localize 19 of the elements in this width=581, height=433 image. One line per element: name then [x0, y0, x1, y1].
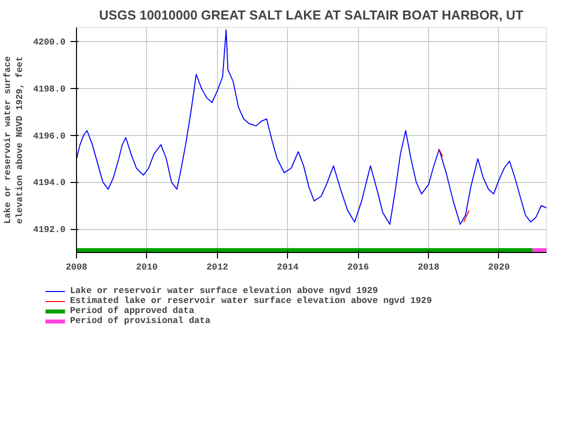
x-tick-label: 2016 [347, 262, 369, 272]
x-tick-label: 2018 [418, 262, 440, 272]
x-tick-label: 2010 [136, 262, 158, 272]
x-tick-label: 2008 [66, 262, 88, 272]
y-tick-label: 4200.0 [33, 38, 66, 48]
y-axis-title: Lake or reservoir water surface elevation above NGVD 1929, feet [3, 56, 26, 224]
y-tick-label: 4198.0 [33, 84, 66, 94]
y-tick-label: 4196.0 [33, 131, 66, 142]
x-tick-label: 2014 [276, 262, 300, 272]
x-tick-label: 2012 [206, 262, 228, 272]
legend-label: Lake or reservoir water surface elevation above ngvd 1929 [70, 286, 378, 296]
legend-label: Period of provisional data [70, 316, 210, 326]
chart-title: USGS 10010000 GREAT SALT LAKE AT SALTAIR BOAT HARBOR, UT [99, 8, 524, 22]
legend-label: Period of approved data [70, 306, 194, 316]
y-tick-label: 4194.0 [33, 178, 66, 188]
legend-label: Estimated lake or reservoir water surface elevation above ngvd 1929 [70, 296, 432, 306]
y-tick-label: 4192.0 [33, 225, 66, 236]
x-tick-label: 2020 [488, 262, 510, 272]
line-series [76, 29, 546, 225]
